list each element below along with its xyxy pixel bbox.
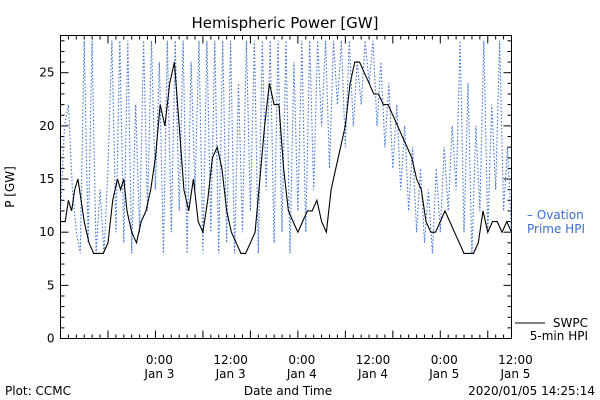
footer-plot-source: Plot: CCMC — [5, 384, 71, 398]
x-tick-time: 12:00 — [498, 353, 533, 367]
x-tick-date: Jan 3 — [143, 367, 174, 381]
x-tick-time: 12:00 — [213, 353, 248, 367]
y-tick-label: 0 — [47, 332, 55, 346]
y-tick-label: 15 — [39, 172, 54, 186]
series-group — [59, 40, 513, 254]
y-tick-label: 5 — [47, 278, 55, 292]
plot-frame — [60, 35, 512, 339]
x-tick-time: 0:00 — [431, 353, 458, 367]
legend-swpc-line1: SWPC — [553, 316, 588, 330]
y-tick-label: 20 — [39, 119, 54, 133]
legend-swpc-line2: 5-min HPI — [530, 329, 588, 343]
y-tick-label: 25 — [39, 66, 54, 80]
chart-title: Hemispheric Power [GW] — [192, 14, 379, 32]
legend-ovation-line1: – Ovation — [527, 208, 584, 222]
x-tick-date: Jan 4 — [357, 367, 388, 381]
series-line-ovation-prime — [59, 40, 513, 254]
y-axis: 0 5 10 15 20 25 — [39, 40, 512, 346]
y-tick-label: 10 — [39, 225, 54, 239]
x-axis-label: Date and Time — [244, 384, 332, 398]
x-tick-date: Jan 5 — [428, 367, 459, 381]
legend-ovation-line2: Prime HPI — [527, 222, 585, 236]
footer-timestamp: 2020/01/05 14:25:14 — [468, 384, 595, 398]
x-tick-date: Jan 3 — [215, 367, 246, 381]
y-axis-label: P [GW] — [3, 166, 17, 208]
x-tick-date: Jan 4 — [286, 367, 317, 381]
series-line-swpc — [60, 61, 513, 254]
x-tick-time: 0:00 — [288, 353, 315, 367]
x-tick-date: Jan 5 — [499, 367, 530, 381]
x-tick-time: 12:00 — [356, 353, 391, 367]
x-tick-time: 0:00 — [146, 353, 173, 367]
